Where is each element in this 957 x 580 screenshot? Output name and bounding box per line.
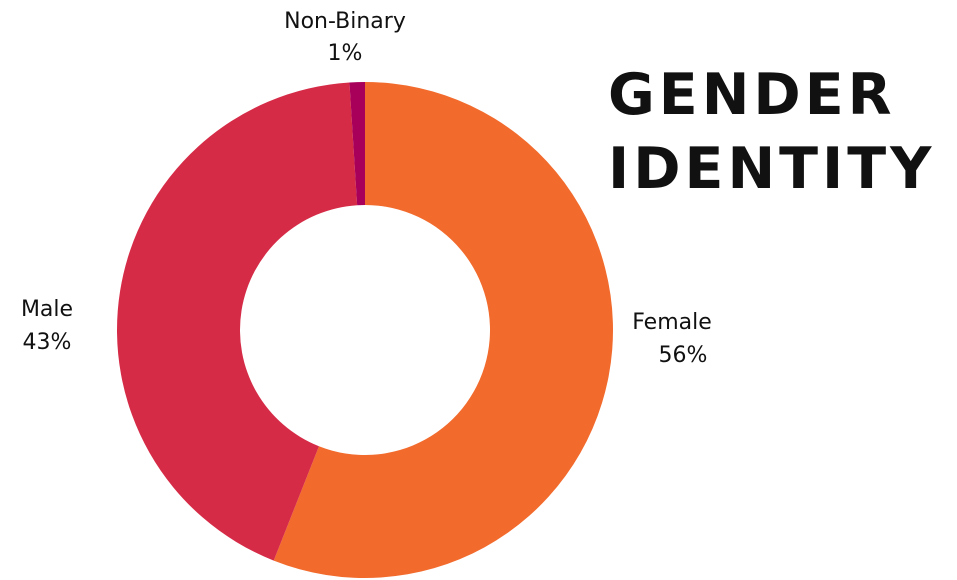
value-label: 56% <box>659 343 708 368</box>
slice <box>117 82 358 561</box>
slice-label: Non-Binary <box>284 9 406 34</box>
slice <box>349 82 365 206</box>
slice-label: Female <box>632 310 712 335</box>
value-label: 43% <box>23 330 72 355</box>
chart-title: GENDER IDENTITY <box>608 62 936 202</box>
value-label: 1% <box>328 41 363 66</box>
slice <box>273 82 613 578</box>
slice-label: Male <box>21 297 73 322</box>
